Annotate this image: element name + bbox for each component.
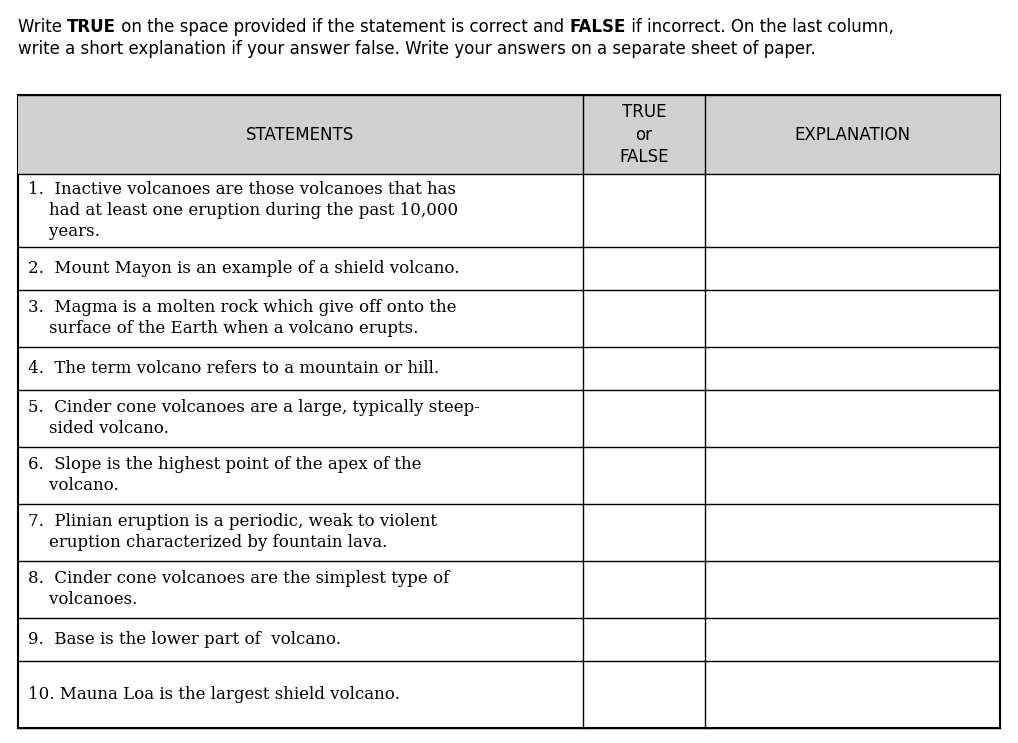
Bar bbox=[18, 95, 1000, 174]
Text: FALSE: FALSE bbox=[570, 18, 626, 36]
Text: STATEMENTS: STATEMENTS bbox=[246, 126, 354, 143]
Text: if incorrect. On the last column,: if incorrect. On the last column, bbox=[626, 18, 894, 36]
Text: 1.  Inactive volcanoes are those volcanoes that has
    had at least one eruptio: 1. Inactive volcanoes are those volcanoe… bbox=[29, 181, 458, 240]
Text: 3.  Magma is a molten rock which give off onto the
    surface of the Earth when: 3. Magma is a molten rock which give off… bbox=[29, 299, 456, 337]
Text: 4.  The term volcano refers to a mountain or hill.: 4. The term volcano refers to a mountain… bbox=[29, 360, 439, 377]
Bar bbox=[18, 95, 1000, 728]
Text: on the space provided if the statement is correct and: on the space provided if the statement i… bbox=[116, 18, 570, 36]
Text: 2.  Mount Mayon is an example of a shield volcano.: 2. Mount Mayon is an example of a shield… bbox=[29, 260, 459, 276]
Text: 9.  Base is the lower part of  volcano.: 9. Base is the lower part of volcano. bbox=[29, 631, 341, 648]
Text: TRUE: TRUE bbox=[67, 18, 116, 36]
Text: 7.  Plinian eruption is a periodic, weak to violent
    eruption characterized b: 7. Plinian eruption is a periodic, weak … bbox=[29, 513, 437, 551]
Text: write a short explanation if your answer false. Write your answers on a separate: write a short explanation if your answer… bbox=[18, 40, 815, 58]
Text: 6.  Slope is the highest point of the apex of the
    volcano.: 6. Slope is the highest point of the ape… bbox=[29, 456, 421, 494]
Text: 10. Mauna Loa is the largest shield volcano.: 10. Mauna Loa is the largest shield volc… bbox=[29, 686, 400, 703]
Text: 8.  Cinder cone volcanoes are the simplest type of
    volcanoes.: 8. Cinder cone volcanoes are the simples… bbox=[29, 571, 449, 609]
Text: TRUE
or
FALSE: TRUE or FALSE bbox=[619, 103, 669, 166]
Text: 5.  Cinder cone volcanoes are a large, typically steep-
    sided volcano.: 5. Cinder cone volcanoes are a large, ty… bbox=[29, 399, 479, 437]
Text: Write: Write bbox=[18, 18, 67, 36]
Text: EXPLANATION: EXPLANATION bbox=[795, 126, 911, 143]
